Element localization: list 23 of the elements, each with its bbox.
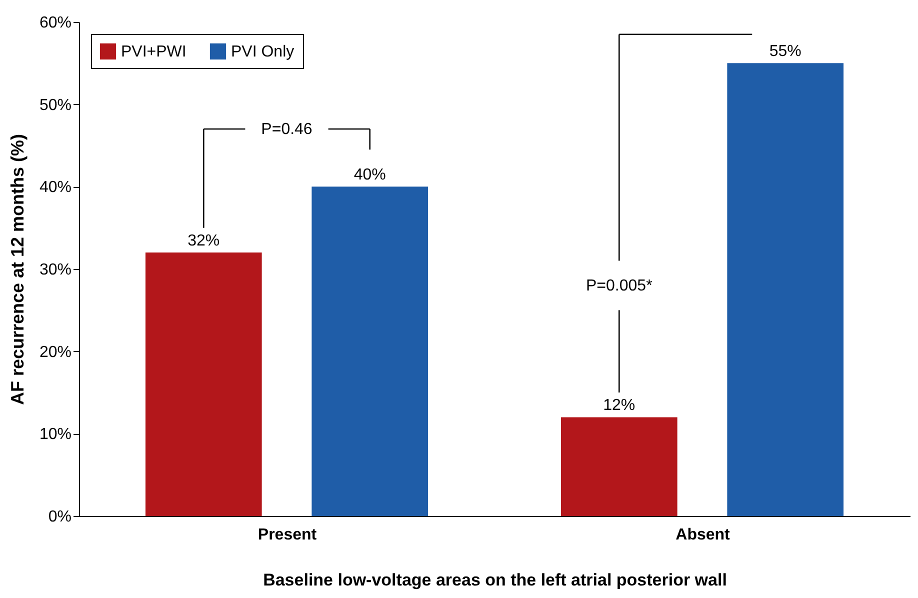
y-tick-label: 40% [39,179,72,196]
bar [312,186,428,516]
legend-label: PVI+PWI [121,43,186,60]
y-tick-label: 0% [48,508,72,526]
y-tick-label: 50% [39,96,72,114]
y-axis-title: AF recurrence at 12 months (%) [7,134,28,406]
legend-label: PVI Only [231,43,294,60]
bar [560,417,678,516]
y-tick-label: 60% [39,14,72,32]
data-label: 40% [354,166,386,184]
data-label: 32% [188,232,220,250]
data-label: 12% [603,397,636,414]
y-tick-label: 30% [39,262,72,278]
annotation: P=0.46 [261,121,312,138]
x-tick-label: Absent [676,526,731,544]
data-label: 55% [769,43,802,60]
x-axis-title: Baseline low-voltage areas on the left atrial posterior wall [263,570,727,590]
x-tick-label: Present [258,526,318,544]
bar [145,252,262,516]
bar [727,63,844,516]
y-tick-label: 20% [39,344,72,361]
annotation: P=0.005* [586,277,652,294]
y-tick-label: 10% [39,426,72,444]
